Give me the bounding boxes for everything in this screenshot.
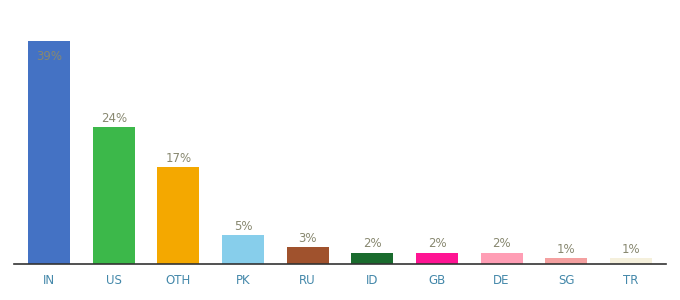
Text: 5%: 5%: [234, 220, 252, 233]
Bar: [92, 127, 135, 264]
Bar: [416, 253, 458, 264]
Text: 17%: 17%: [165, 152, 192, 165]
Bar: [157, 167, 199, 264]
Text: 2%: 2%: [492, 237, 511, 250]
Bar: [352, 253, 393, 264]
Text: 2%: 2%: [363, 237, 381, 250]
Text: 24%: 24%: [101, 112, 127, 124]
Bar: [481, 253, 523, 264]
Bar: [287, 247, 328, 264]
Text: 1%: 1%: [557, 243, 575, 256]
Bar: [28, 41, 70, 264]
Bar: [610, 258, 652, 264]
Text: 2%: 2%: [428, 237, 446, 250]
Bar: [545, 258, 588, 264]
Text: 3%: 3%: [299, 232, 317, 244]
Text: 39%: 39%: [36, 50, 62, 63]
Text: 1%: 1%: [622, 243, 640, 256]
Bar: [222, 236, 264, 264]
